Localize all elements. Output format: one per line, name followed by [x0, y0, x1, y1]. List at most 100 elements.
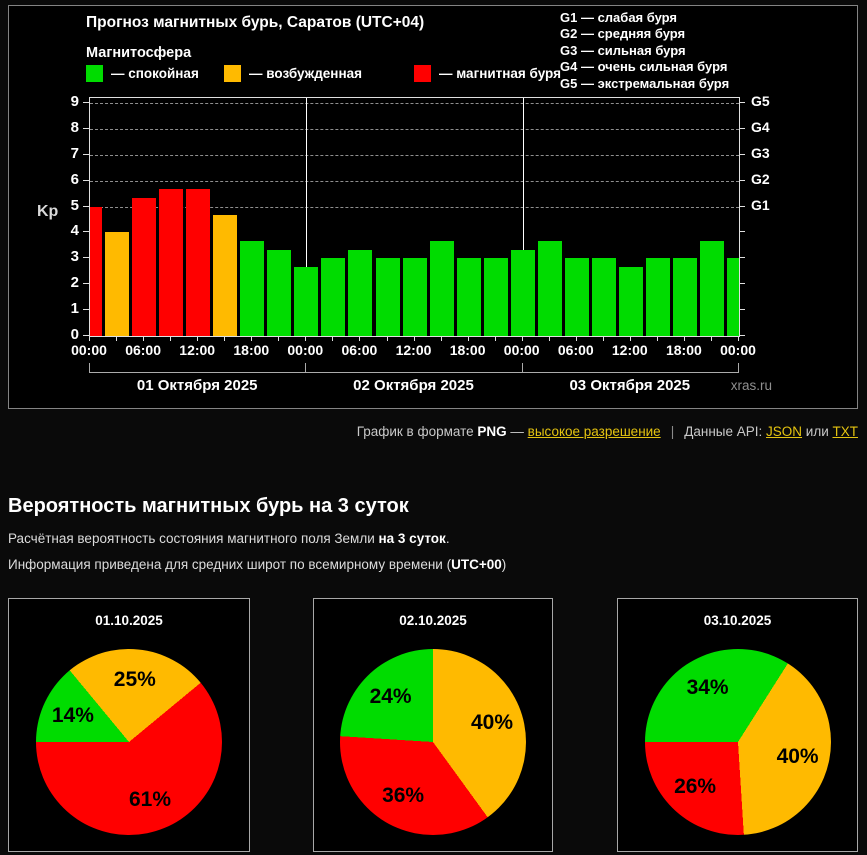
- y-axis-label: 7: [70, 144, 79, 162]
- x-axis-tick: [413, 336, 415, 341]
- y-axis-label: 4: [70, 222, 79, 240]
- y-axis-label: 8: [70, 118, 79, 136]
- forecast-chart-panel: Прогноз магнитных бурь, Саратов (UTC+04)…: [8, 5, 858, 409]
- pie-box-day2: 02.10.2025 40% 36% 24%: [313, 598, 553, 852]
- g-scale-line: G1 — слабая буря: [560, 10, 678, 25]
- date-bracket-line: [89, 372, 739, 373]
- kp-bar: [348, 249, 373, 336]
- x-axis-tick: [711, 336, 712, 341]
- day-date-label: 02 Октября 2025: [353, 377, 474, 394]
- bracket-tick: [521, 363, 523, 372]
- right-axis-tick: [739, 283, 745, 285]
- right-axis-label-G4: G4: [751, 118, 770, 135]
- x-axis-tick: [278, 336, 280, 341]
- right-axis-tick: [739, 257, 745, 259]
- right-axis-tick: [739, 153, 745, 155]
- gridline-kp7: [90, 154, 739, 156]
- kp-bar: [700, 241, 724, 336]
- plain-text: Расчётная вероятность состояния магнитно…: [8, 531, 379, 546]
- plain-text: ): [501, 557, 507, 572]
- gridline-kp6: [90, 180, 739, 182]
- legend-item: — спокойная: [86, 65, 199, 82]
- kp-bar: [132, 198, 157, 336]
- kp-bar: [321, 258, 346, 336]
- kp-bar: [267, 249, 292, 336]
- time-label: 00:00: [503, 342, 540, 358]
- plot-area: [89, 97, 740, 337]
- right-axis-tick: [739, 179, 745, 181]
- time-label: 06:00: [341, 342, 378, 358]
- bracket-tick: [738, 363, 739, 372]
- kp-bar: [537, 241, 562, 336]
- time-label: 00:00: [287, 342, 324, 358]
- gridline-kp9: [90, 103, 739, 104]
- x-axis-tick: [738, 336, 739, 341]
- watermark: xras.ru: [730, 378, 772, 393]
- pie-percent-label: 36%: [382, 784, 425, 808]
- y-axis-label: 5: [70, 196, 79, 214]
- kp-bar: [186, 189, 211, 336]
- pie-percent-label: 25%: [113, 668, 156, 692]
- gridline-kp8: [90, 128, 739, 130]
- links-text-plain: —: [506, 424, 528, 439]
- x-axis-tick: [170, 336, 172, 341]
- time-label: 18:00: [665, 342, 702, 358]
- high-res-link[interactable]: высокое разрешение: [527, 424, 661, 439]
- kp-bar: [375, 258, 400, 336]
- right-axis-tick: [739, 205, 745, 207]
- pie-percent-label: 40%: [470, 710, 514, 734]
- g-scale-line: G5 — экстремальная буря: [560, 75, 730, 91]
- y-axis-label: 1: [70, 300, 79, 318]
- x-axis-tick: [602, 336, 604, 341]
- kp-bar: [564, 258, 589, 336]
- right-axis-tick: [739, 102, 745, 103]
- kp-bar: [90, 206, 102, 336]
- links-text-plain: График в формате: [356, 424, 478, 439]
- y-axis-tick: [83, 283, 89, 285]
- y-axis-label: 3: [70, 248, 79, 266]
- pie-date-label: 03.10.2025: [703, 613, 772, 628]
- pie-percent-label: 61%: [128, 788, 172, 812]
- legend-item: — возбужденная: [224, 65, 362, 82]
- x-axis-tick: [656, 336, 658, 341]
- probability-text-line: Информация приведена для средних широт п…: [8, 557, 506, 572]
- kp-bar: [429, 241, 454, 336]
- legend-label: — возбужденная: [249, 66, 362, 81]
- kp-bar: [402, 258, 427, 336]
- y-axis-tick: [83, 257, 89, 259]
- pie-date-label: 01.10.2025: [95, 613, 163, 628]
- x-axis-tick: [683, 336, 685, 341]
- g-scale-line: G3 — сильная буря: [560, 42, 686, 58]
- kp-bar: [294, 266, 319, 336]
- legend-item: — магнитная буря: [414, 65, 561, 82]
- txt-link[interactable]: TXT: [832, 424, 859, 439]
- pie-chart-day1: 61% 14% 25%: [36, 649, 222, 835]
- json-link[interactable]: JSON: [766, 424, 803, 439]
- kp-bar: [105, 232, 129, 336]
- gridline-kp5: [90, 206, 739, 208]
- pie-chart-day3: 40% 26% 34%: [644, 649, 831, 835]
- emphasis-text: на 3 суток: [378, 531, 446, 546]
- right-axis-label-G5: G5: [751, 93, 770, 109]
- day-boundary-line: [522, 98, 524, 250]
- x-axis-tick: [197, 336, 199, 341]
- x-axis-tick: [521, 336, 523, 341]
- bracket-tick: [305, 363, 307, 372]
- y-axis-tick: [83, 153, 89, 155]
- pie-box-day3: 03.10.2025 40% 26% 34%: [617, 598, 858, 852]
- y-axis-label: 0: [70, 326, 79, 343]
- day-boundary-line: [306, 98, 308, 267]
- pie-date-label: 02.10.2025: [399, 613, 467, 628]
- x-axis-tick: [89, 336, 90, 341]
- time-label: 12:00: [611, 342, 648, 358]
- bracket-tick: [89, 363, 90, 372]
- kp-bar: [645, 258, 670, 336]
- right-axis-label-G2: G2: [751, 170, 770, 187]
- kp-bar: [672, 258, 697, 336]
- g-scale-line: G4 — очень сильная буря: [560, 59, 728, 75]
- y-axis-tick: [83, 205, 89, 207]
- plain-text: Информация приведена для средних широт п…: [8, 557, 452, 572]
- links-text-plain: Данные API:: [684, 424, 767, 439]
- pie-percent-label: 24%: [369, 684, 412, 708]
- pie-percent-label: 26%: [674, 775, 717, 799]
